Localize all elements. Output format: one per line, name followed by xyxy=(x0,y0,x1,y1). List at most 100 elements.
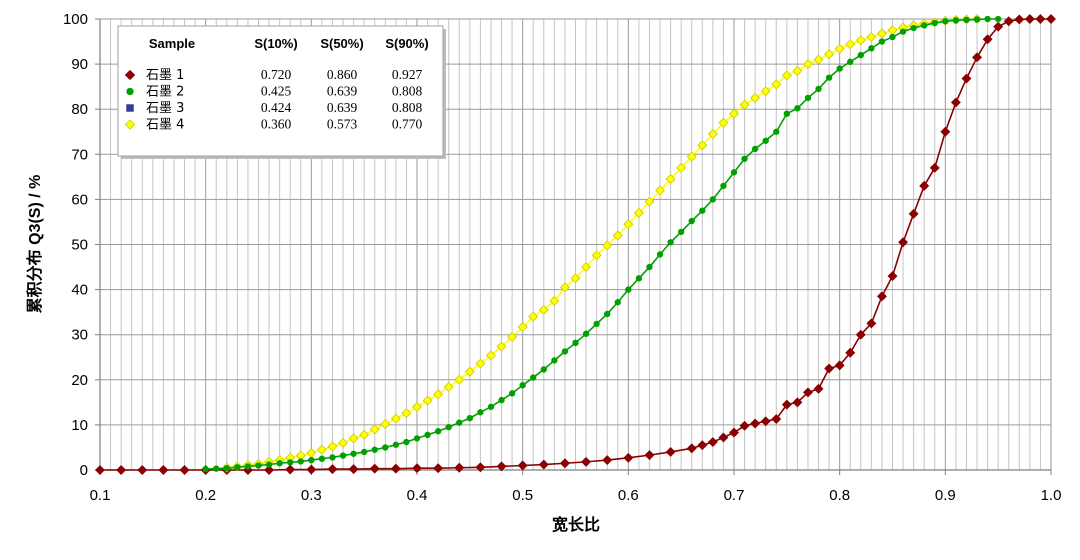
data-point xyxy=(973,16,981,23)
data-point xyxy=(380,419,391,429)
x-tick-label: 0.9 xyxy=(935,487,956,504)
data-point xyxy=(942,18,949,25)
legend-value: 0.573 xyxy=(327,117,358,132)
data-point xyxy=(887,271,898,282)
legend-value: 0.720 xyxy=(261,67,292,82)
data-point xyxy=(781,399,792,410)
x-tick-label: 1.0 xyxy=(1041,487,1062,504)
data-point xyxy=(908,208,919,219)
legend-value: 0.927 xyxy=(392,67,423,82)
data-point xyxy=(792,397,803,408)
x-tick-label: 0.7 xyxy=(724,487,745,504)
data-point xyxy=(720,182,727,190)
data-point xyxy=(963,16,970,24)
data-point xyxy=(644,196,655,207)
legend-series-name: 石墨 3 xyxy=(146,101,184,116)
data-point xyxy=(528,311,539,322)
data-point xyxy=(604,310,611,318)
data-point xyxy=(760,416,771,427)
data-point xyxy=(984,15,991,23)
y-tick-label: 50 xyxy=(71,237,88,254)
y-axis-title: 累积分布 Q3(S) / % xyxy=(25,175,44,314)
data-point xyxy=(530,374,537,381)
legend-value: 0.860 xyxy=(327,67,358,82)
data-point xyxy=(836,65,843,72)
data-point xyxy=(921,22,928,29)
data-point xyxy=(306,464,317,475)
data-point xyxy=(739,420,750,431)
data-point xyxy=(950,97,961,108)
data-point xyxy=(773,128,780,135)
data-point xyxy=(179,465,190,475)
data-point xyxy=(750,418,761,429)
data-point xyxy=(456,419,463,426)
data-point xyxy=(623,452,634,463)
legend-series-name: 石墨 2 xyxy=(146,85,184,100)
data-point xyxy=(898,237,909,248)
x-tick-label: 0.8 xyxy=(829,487,850,504)
legend-value: 0.808 xyxy=(392,100,423,115)
data-point xyxy=(899,28,907,35)
data-point xyxy=(308,456,315,464)
data-point xyxy=(688,217,695,225)
data-point xyxy=(876,291,887,302)
data-point xyxy=(623,219,634,230)
data-point xyxy=(845,39,856,50)
data-point xyxy=(264,465,275,475)
data-point xyxy=(644,450,655,461)
data-point xyxy=(813,383,824,394)
data-point xyxy=(223,465,230,472)
data-point xyxy=(496,461,507,472)
legend-series-name: 石墨 4 xyxy=(146,118,184,133)
data-point xyxy=(677,228,685,236)
data-point xyxy=(868,45,875,52)
data-point xyxy=(910,24,917,32)
series-4 xyxy=(221,14,982,473)
data-point xyxy=(338,437,348,448)
data-point xyxy=(887,25,898,36)
data-point xyxy=(857,51,864,59)
data-point xyxy=(213,465,220,472)
data-point xyxy=(612,230,623,241)
data-point xyxy=(803,59,813,70)
x-tick-label: 0.5 xyxy=(512,487,533,504)
data-point xyxy=(792,65,803,76)
data-point xyxy=(350,450,357,457)
data-point xyxy=(803,387,813,398)
data-point xyxy=(570,273,581,284)
data-point xyxy=(760,86,771,97)
data-point xyxy=(762,137,769,144)
data-point xyxy=(794,105,801,112)
data-point xyxy=(855,329,866,340)
data-point xyxy=(581,262,592,273)
data-point xyxy=(741,155,748,162)
data-point xyxy=(729,427,739,438)
data-point xyxy=(369,424,380,435)
data-point xyxy=(572,339,579,346)
data-point xyxy=(434,428,442,435)
x-tick-label: 0.6 xyxy=(618,487,639,504)
data-point xyxy=(116,465,127,475)
data-point xyxy=(487,403,495,411)
data-point xyxy=(422,395,433,406)
data-point xyxy=(382,444,389,451)
y-tick-label: 100 xyxy=(63,11,88,28)
data-point xyxy=(771,79,782,90)
data-point xyxy=(729,108,739,119)
data-point xyxy=(265,461,273,468)
data-point xyxy=(339,452,347,459)
data-point xyxy=(633,207,644,218)
x-tick-label: 0.1 xyxy=(90,487,111,504)
data-point xyxy=(739,99,750,110)
legend-value: 0.639 xyxy=(327,84,358,99)
data-point xyxy=(369,463,380,474)
data-point xyxy=(1024,14,1035,24)
data-point xyxy=(401,408,412,419)
data-point xyxy=(297,458,304,465)
data-point xyxy=(540,366,547,373)
data-point xyxy=(730,169,738,176)
legend-value: 0.639 xyxy=(327,100,358,115)
data-point xyxy=(424,431,431,439)
data-point xyxy=(306,447,317,458)
